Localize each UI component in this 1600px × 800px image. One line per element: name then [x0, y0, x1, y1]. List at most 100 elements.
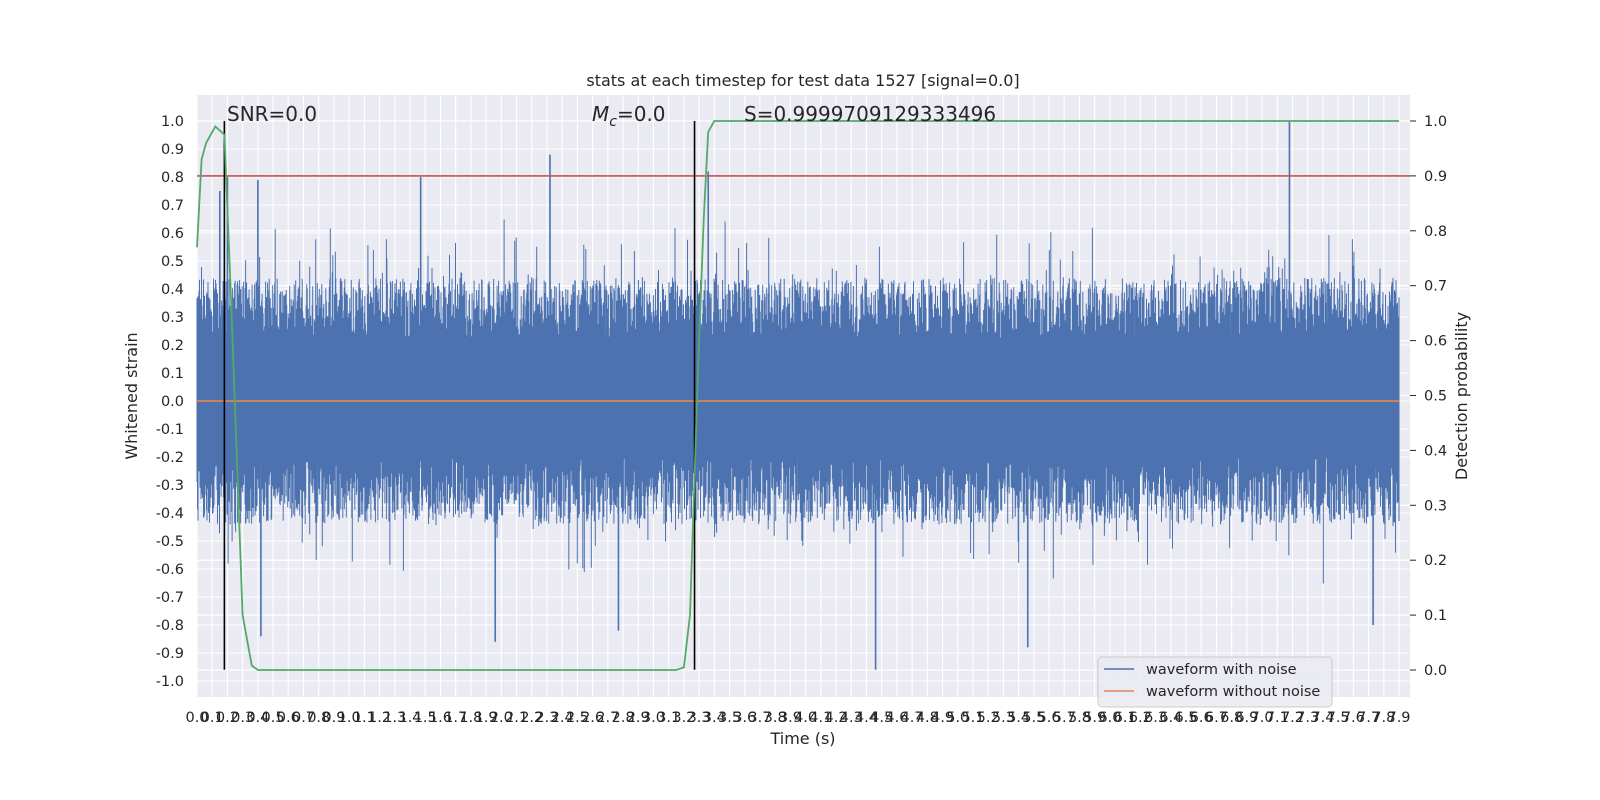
x-tick-label: 5.4: [1007, 710, 1030, 726]
y-tick-label: 1.0: [161, 114, 184, 130]
y-tick-label: 0.3: [161, 310, 184, 326]
y-tick-label: 0.7: [161, 198, 184, 214]
series-waveform-with-noise: [196, 121, 1400, 670]
x-tick-label: 0.2: [216, 710, 239, 726]
x-tick-label: 6.6: [1190, 710, 1213, 726]
x-tick-label: 0.9: [322, 710, 345, 726]
y-tick-label: -0.2: [156, 450, 184, 466]
x-tick-label: 4.9: [931, 710, 954, 726]
x-tick-label: 6.3: [1144, 710, 1167, 726]
x-tick-label: 6.8: [1220, 710, 1243, 726]
y-tick-label: 0.5: [161, 254, 184, 270]
y-right-tick-label: 0.4: [1424, 443, 1447, 459]
x-tick-label: 2.8: [611, 710, 634, 726]
legend: waveform with noise waveform without noi…: [1097, 656, 1333, 708]
y-right-tick-label: 0.2: [1424, 553, 1447, 569]
y-right-axis-label: Detection probability: [1452, 312, 1471, 480]
x-tick-label: 0.7: [292, 710, 315, 726]
y-tick-label: -0.3: [156, 478, 184, 494]
x-tick-label: 2.1: [505, 710, 528, 726]
x-tick-label: 3.7: [748, 710, 771, 726]
x-tick-label: 1.5: [414, 710, 437, 726]
y-tick-label: 0.6: [161, 226, 184, 242]
x-tick-label: 4.2: [825, 710, 848, 726]
x-tick-label: 4.8: [916, 710, 939, 726]
y-tick-labels: 1.0 0.9 0.8 0.7 0.6 0.5 0.4 0.3 0.2 0.1 0.0 -0.1 -0.…: [156, 114, 184, 690]
x-tick-label: 1.0: [338, 710, 361, 726]
x-tick-label: 1.8: [459, 710, 482, 726]
x-tick-label: 1.3: [383, 710, 406, 726]
x-tick-label: 4.6: [885, 710, 908, 726]
x-tick-label: 4.5: [870, 710, 893, 726]
chirp-mass-value: =0.0: [617, 102, 666, 126]
y-tick-label: 0.8: [161, 170, 184, 186]
x-tick-labels: 0.00.10.20.30.40.50.60.70.80.91.01.11.21…: [185, 710, 1410, 726]
y-right-tick-label: 0.8: [1424, 224, 1447, 240]
x-tick-label: 5.0: [946, 710, 969, 726]
chirp-mass-annotation: Mc=0.0: [592, 102, 666, 130]
y-right-tick-label: 0.7: [1424, 279, 1447, 295]
y-right-tick-labels: 1.0 0.9 0.8 0.7 0.6 0.5 0.4 0.3 0.2 0.1 0.0: [1410, 114, 1447, 679]
x-tick-label: 0.1: [201, 710, 224, 726]
chart-title: stats at each timestep for test data 152…: [586, 71, 1019, 90]
y-tick-label: -0.5: [156, 534, 184, 550]
y-right-tick-label: 0.0: [1424, 663, 1447, 679]
y-right-tick-label: 0.3: [1424, 498, 1447, 514]
x-tick-label: 2.4: [551, 710, 574, 726]
x-tick-label: 3.8: [764, 710, 787, 726]
chirp-mass-subscript: c: [609, 114, 617, 130]
y-right-tick-label: 1.0: [1424, 114, 1447, 130]
x-tick-label: 5.5: [1022, 710, 1045, 726]
x-tick-label: 0.8: [307, 710, 330, 726]
x-tick-label: 6.1: [1114, 710, 1137, 726]
x-tick-label: 6.7: [1205, 710, 1228, 726]
y-tick-label: -0.4: [156, 506, 184, 522]
x-tick-label: 1.1: [353, 710, 376, 726]
x-tick-label: 7.5: [1327, 710, 1350, 726]
y-tick-label: -0.1: [156, 422, 184, 438]
x-tick-label: 3.9: [779, 710, 802, 726]
x-tick-label: 7.7: [1357, 710, 1380, 726]
y-right-tick-label: 0.9: [1424, 169, 1447, 185]
x-tick-label: 5.9: [1083, 710, 1106, 726]
x-tick-label: 0.5: [262, 710, 285, 726]
y-tick-label: -0.8: [156, 618, 184, 634]
x-tick-label: 2.7: [596, 710, 619, 726]
x-tick-label: 2.9: [627, 710, 650, 726]
x-tick-label: 7.3: [1296, 710, 1319, 726]
x-tick-label: 3.1: [657, 710, 680, 726]
x-tick-label: 2.6: [581, 710, 604, 726]
x-tick-label: 1.7: [444, 710, 467, 726]
x-tick-label: 1.6: [429, 710, 452, 726]
x-tick-label: 7.1: [1266, 710, 1289, 726]
x-tick-label: 7.2: [1281, 710, 1304, 726]
x-tick-label: 4.4: [855, 710, 878, 726]
snr-annotation: SNR=0.0: [227, 102, 317, 126]
x-axis-label: Time (s): [769, 729, 835, 748]
legend-box: [1097, 656, 1333, 708]
y-tick-label: 0.0: [161, 394, 184, 410]
y-tick-label: -0.6: [156, 562, 184, 578]
x-tick-label: 3.6: [733, 710, 756, 726]
y-tick-label: 0.1: [161, 366, 184, 382]
x-tick-label: 1.4: [398, 710, 421, 726]
x-tick-label: 0.6: [277, 710, 300, 726]
x-tick-label: 2.0: [490, 710, 513, 726]
y-tick-label: 0.2: [161, 338, 184, 354]
x-tick-label: 5.1: [961, 710, 984, 726]
s-annotation: S=0.9999709129333496: [744, 102, 996, 126]
reference-lines: [197, 121, 1410, 670]
y-tick-label: 0.4: [161, 282, 184, 298]
noise-body: [196, 219, 1400, 584]
x-tick-label: 2.3: [535, 710, 558, 726]
x-tick-label: 6.5: [1174, 710, 1197, 726]
x-tick-label: 3.5: [718, 710, 741, 726]
x-tick-label: 3.2: [672, 710, 695, 726]
legend-label-without-noise: waveform without noise: [1146, 684, 1320, 700]
probability-line: [196, 120, 1399, 671]
x-tick-label: 5.3: [992, 710, 1015, 726]
x-tick-label: 1.9: [475, 710, 498, 726]
legend-label-with-noise: waveform with noise: [1146, 662, 1297, 678]
x-tick-label: 5.8: [1068, 710, 1091, 726]
